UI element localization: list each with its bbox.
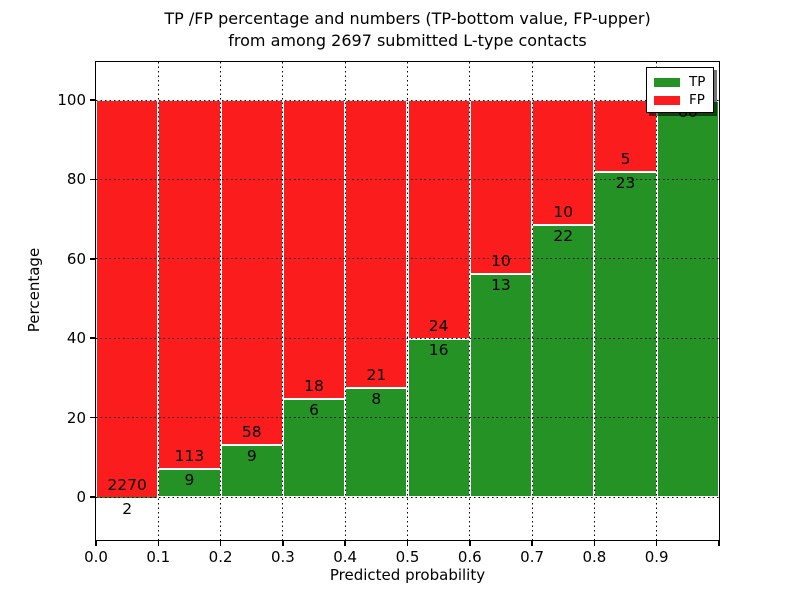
gridline-horizontal <box>96 178 719 180</box>
bar-segment-fp-0.3-0.4 <box>282 100 346 398</box>
legend-label-fp: FP <box>689 92 705 108</box>
fp-count-label: 2270 <box>107 475 147 494</box>
x-tick-label: 0.3 <box>270 548 295 566</box>
bar-segment-tp-0.6-0.7 <box>469 272 533 497</box>
fp-count-label: 24 <box>428 317 449 336</box>
legend-label-tp: TP <box>689 74 706 90</box>
y-tick-label: 20 <box>66 408 86 427</box>
gridline-vertical <box>469 62 471 540</box>
x-tick-label: 0.1 <box>146 548 171 566</box>
tp-count-label: 22 <box>553 227 574 246</box>
gridline-vertical <box>593 62 595 540</box>
y-tick-label: 60 <box>66 249 86 268</box>
x-tick-label: 0.4 <box>333 548 358 566</box>
y-tick-mark <box>89 258 95 260</box>
fp-count-label: 58 <box>241 422 262 441</box>
x-tick-label: 0.5 <box>395 548 420 566</box>
tp-count-label: 9 <box>246 446 257 465</box>
gridline-horizontal <box>96 417 719 419</box>
bar-segment-tp-0.2-0.3 <box>220 443 283 497</box>
bar-segment-fp-0.1-0.2 <box>158 100 221 468</box>
x-tick-mark <box>344 541 346 546</box>
x-tick-label: 0.2 <box>208 548 233 566</box>
fp-count-label: 10 <box>553 203 574 222</box>
bar-segment-fp-0.4-0.5 <box>345 100 408 388</box>
bar-segment-tp-0.7-0.8 <box>532 224 595 497</box>
chart-title-line2: from among 2697 submitted L-type contact… <box>228 31 587 50</box>
tp-color-swatch-icon <box>654 77 680 87</box>
fp-color-swatch-icon <box>654 95 680 105</box>
bar-segment-tp-0.8-0.9 <box>594 170 657 497</box>
tp-count-label: 16 <box>428 341 449 360</box>
bar-segment-tp-0.9-1.0 <box>656 100 719 497</box>
tp-count-label: 8 <box>371 390 382 409</box>
x-tick-mark <box>593 541 596 546</box>
fp-count-label: 113 <box>174 446 205 465</box>
bar-segment-tp-0.4-0.5 <box>345 387 408 497</box>
x-tick-mark <box>718 541 720 546</box>
gridline-horizontal <box>96 258 719 260</box>
fp-count-label: 18 <box>304 376 324 395</box>
x-tick-mark <box>219 541 222 546</box>
gridline-vertical <box>531 62 533 540</box>
y-tick-label: 100 <box>57 91 86 109</box>
gridline-horizontal <box>96 337 719 339</box>
y-tick-mark <box>89 496 95 498</box>
tp-count-label: 6 <box>309 400 319 419</box>
y-tick-label: 80 <box>66 170 86 189</box>
x-tick-mark <box>406 541 409 546</box>
x-tick-mark <box>469 541 471 546</box>
x-tick-mark <box>282 541 284 546</box>
gridline-vertical <box>344 62 346 540</box>
x-tick-label: 0.9 <box>644 548 669 566</box>
x-tick-mark <box>157 541 160 546</box>
bar-segment-fp-0.0-0.1 <box>96 100 159 497</box>
gridline-vertical <box>282 62 284 540</box>
fp-count-label: 10 <box>491 251 511 270</box>
legend: TP FP <box>646 67 714 113</box>
gridline-vertical <box>656 62 658 540</box>
bar-segment-fp-0.6-0.7 <box>469 100 533 273</box>
gridline-vertical <box>407 62 408 540</box>
y-tick-mark <box>89 337 95 339</box>
bar-segment-fp-0.2-0.3 <box>220 100 283 444</box>
bar-segment-fp-0.7-0.8 <box>532 100 595 225</box>
bar-segment-fp-0.5-0.6 <box>407 100 470 339</box>
tp-count-label: 13 <box>491 275 511 294</box>
x-tick-label: 0.7 <box>520 548 545 566</box>
y-tick-label: 0 <box>76 488 86 506</box>
y-tick-mark <box>89 416 95 419</box>
x-tick-mark <box>531 541 533 546</box>
fp-count-label: 5 <box>620 149 631 168</box>
gridline-horizontal <box>96 496 719 498</box>
tp-count-label: 9 <box>184 470 195 489</box>
gridline-vertical <box>220 62 222 540</box>
x-tick-mark <box>655 541 658 546</box>
bar-segment-tp-0.1-0.2 <box>158 467 221 497</box>
x-tick-mark <box>95 541 97 546</box>
gridline-vertical <box>157 62 159 540</box>
tp-count-label: 23 <box>615 173 636 192</box>
legend-item-fp: FP <box>647 91 713 109</box>
y-tick-mark <box>89 178 95 181</box>
y-tick-mark <box>89 99 95 101</box>
bar-segment-tp-0.3-0.4 <box>282 397 346 497</box>
y-tick-label: 40 <box>66 329 86 348</box>
tp-count-label: 2 <box>122 499 133 518</box>
x-axis-label: Predicted probability <box>329 566 486 584</box>
fp-count-label: 21 <box>366 366 387 385</box>
x-tick-label: 0.8 <box>582 548 607 566</box>
chart-title-line1: TP /FP percentage and numbers (TP-bottom… <box>164 9 651 28</box>
gridline-horizontal <box>96 99 719 101</box>
x-tick-label: 0.6 <box>457 548 482 566</box>
legend-item-tp: TP <box>647 73 713 91</box>
x-tick-label: 0.0 <box>84 548 108 566</box>
chart-title: TP /FP percentage and numbers (TP-bottom… <box>96 8 719 52</box>
y-axis-label: Percentage <box>25 247 43 333</box>
